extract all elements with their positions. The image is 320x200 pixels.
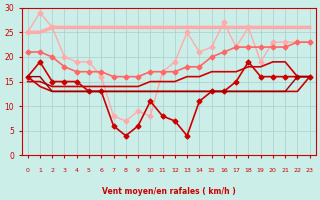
X-axis label: Vent moyen/en rafales ( km/h ): Vent moyen/en rafales ( km/h )	[102, 187, 236, 196]
